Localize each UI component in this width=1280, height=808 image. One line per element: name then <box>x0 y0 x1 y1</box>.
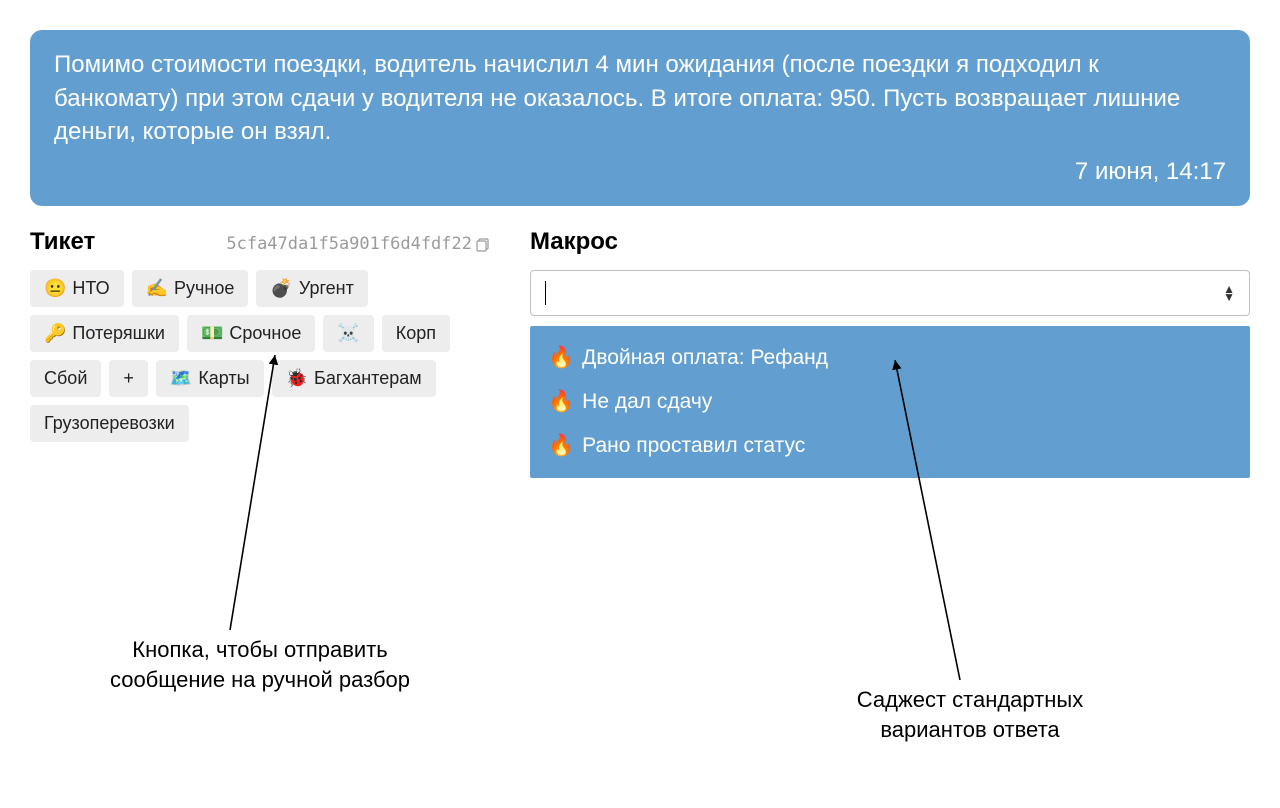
annotation-right: Саджест стандартных вариантов ответа <box>820 685 1120 744</box>
annotation-left-line1: Кнопка, чтобы отправить <box>90 635 430 665</box>
annotation-left-line2: сообщение на ручной разбор <box>90 665 430 695</box>
annotation-right-line2: вариантов ответа <box>820 715 1120 745</box>
annotation-left: Кнопка, чтобы отправить сообщение на руч… <box>90 635 430 694</box>
annotation-right-line1: Саджест стандартных <box>820 685 1120 715</box>
